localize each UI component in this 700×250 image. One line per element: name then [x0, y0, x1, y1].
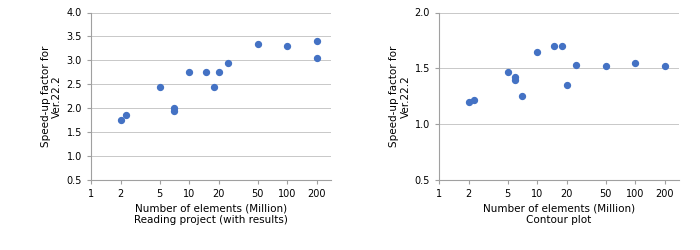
Point — [183, 70, 195, 74]
Point — [570, 63, 582, 67]
Point — [311, 39, 322, 43]
Point — [168, 106, 179, 110]
Point — [201, 70, 212, 74]
Point — [556, 44, 568, 48]
Point — [517, 94, 528, 98]
Point — [281, 44, 293, 48]
Point — [549, 44, 560, 48]
Point — [213, 70, 224, 74]
Point — [115, 118, 126, 122]
Point — [659, 64, 671, 68]
Point — [252, 42, 263, 46]
Point — [629, 61, 641, 65]
Point — [510, 78, 521, 82]
Point — [561, 83, 572, 87]
Point — [209, 85, 220, 89]
Point — [531, 50, 542, 54]
Point — [463, 100, 474, 104]
Point — [154, 85, 165, 89]
Point — [502, 70, 513, 74]
Point — [600, 64, 611, 68]
X-axis label: Number of elements (Million)
Reading project (with results): Number of elements (Million) Reading pro… — [134, 203, 288, 225]
Point — [121, 114, 132, 117]
Y-axis label: Speed-up factor for
Ver.22.2: Speed-up factor for Ver.22.2 — [389, 46, 410, 147]
Point — [168, 108, 179, 112]
Point — [311, 56, 322, 60]
Point — [469, 98, 480, 102]
Point — [223, 61, 234, 65]
Y-axis label: Speed-up factor for
Ver.22.2: Speed-up factor for Ver.22.2 — [41, 46, 62, 147]
X-axis label: Number of elements (Million)
Contour plot: Number of elements (Million) Contour plo… — [483, 203, 635, 225]
Point — [510, 75, 521, 79]
